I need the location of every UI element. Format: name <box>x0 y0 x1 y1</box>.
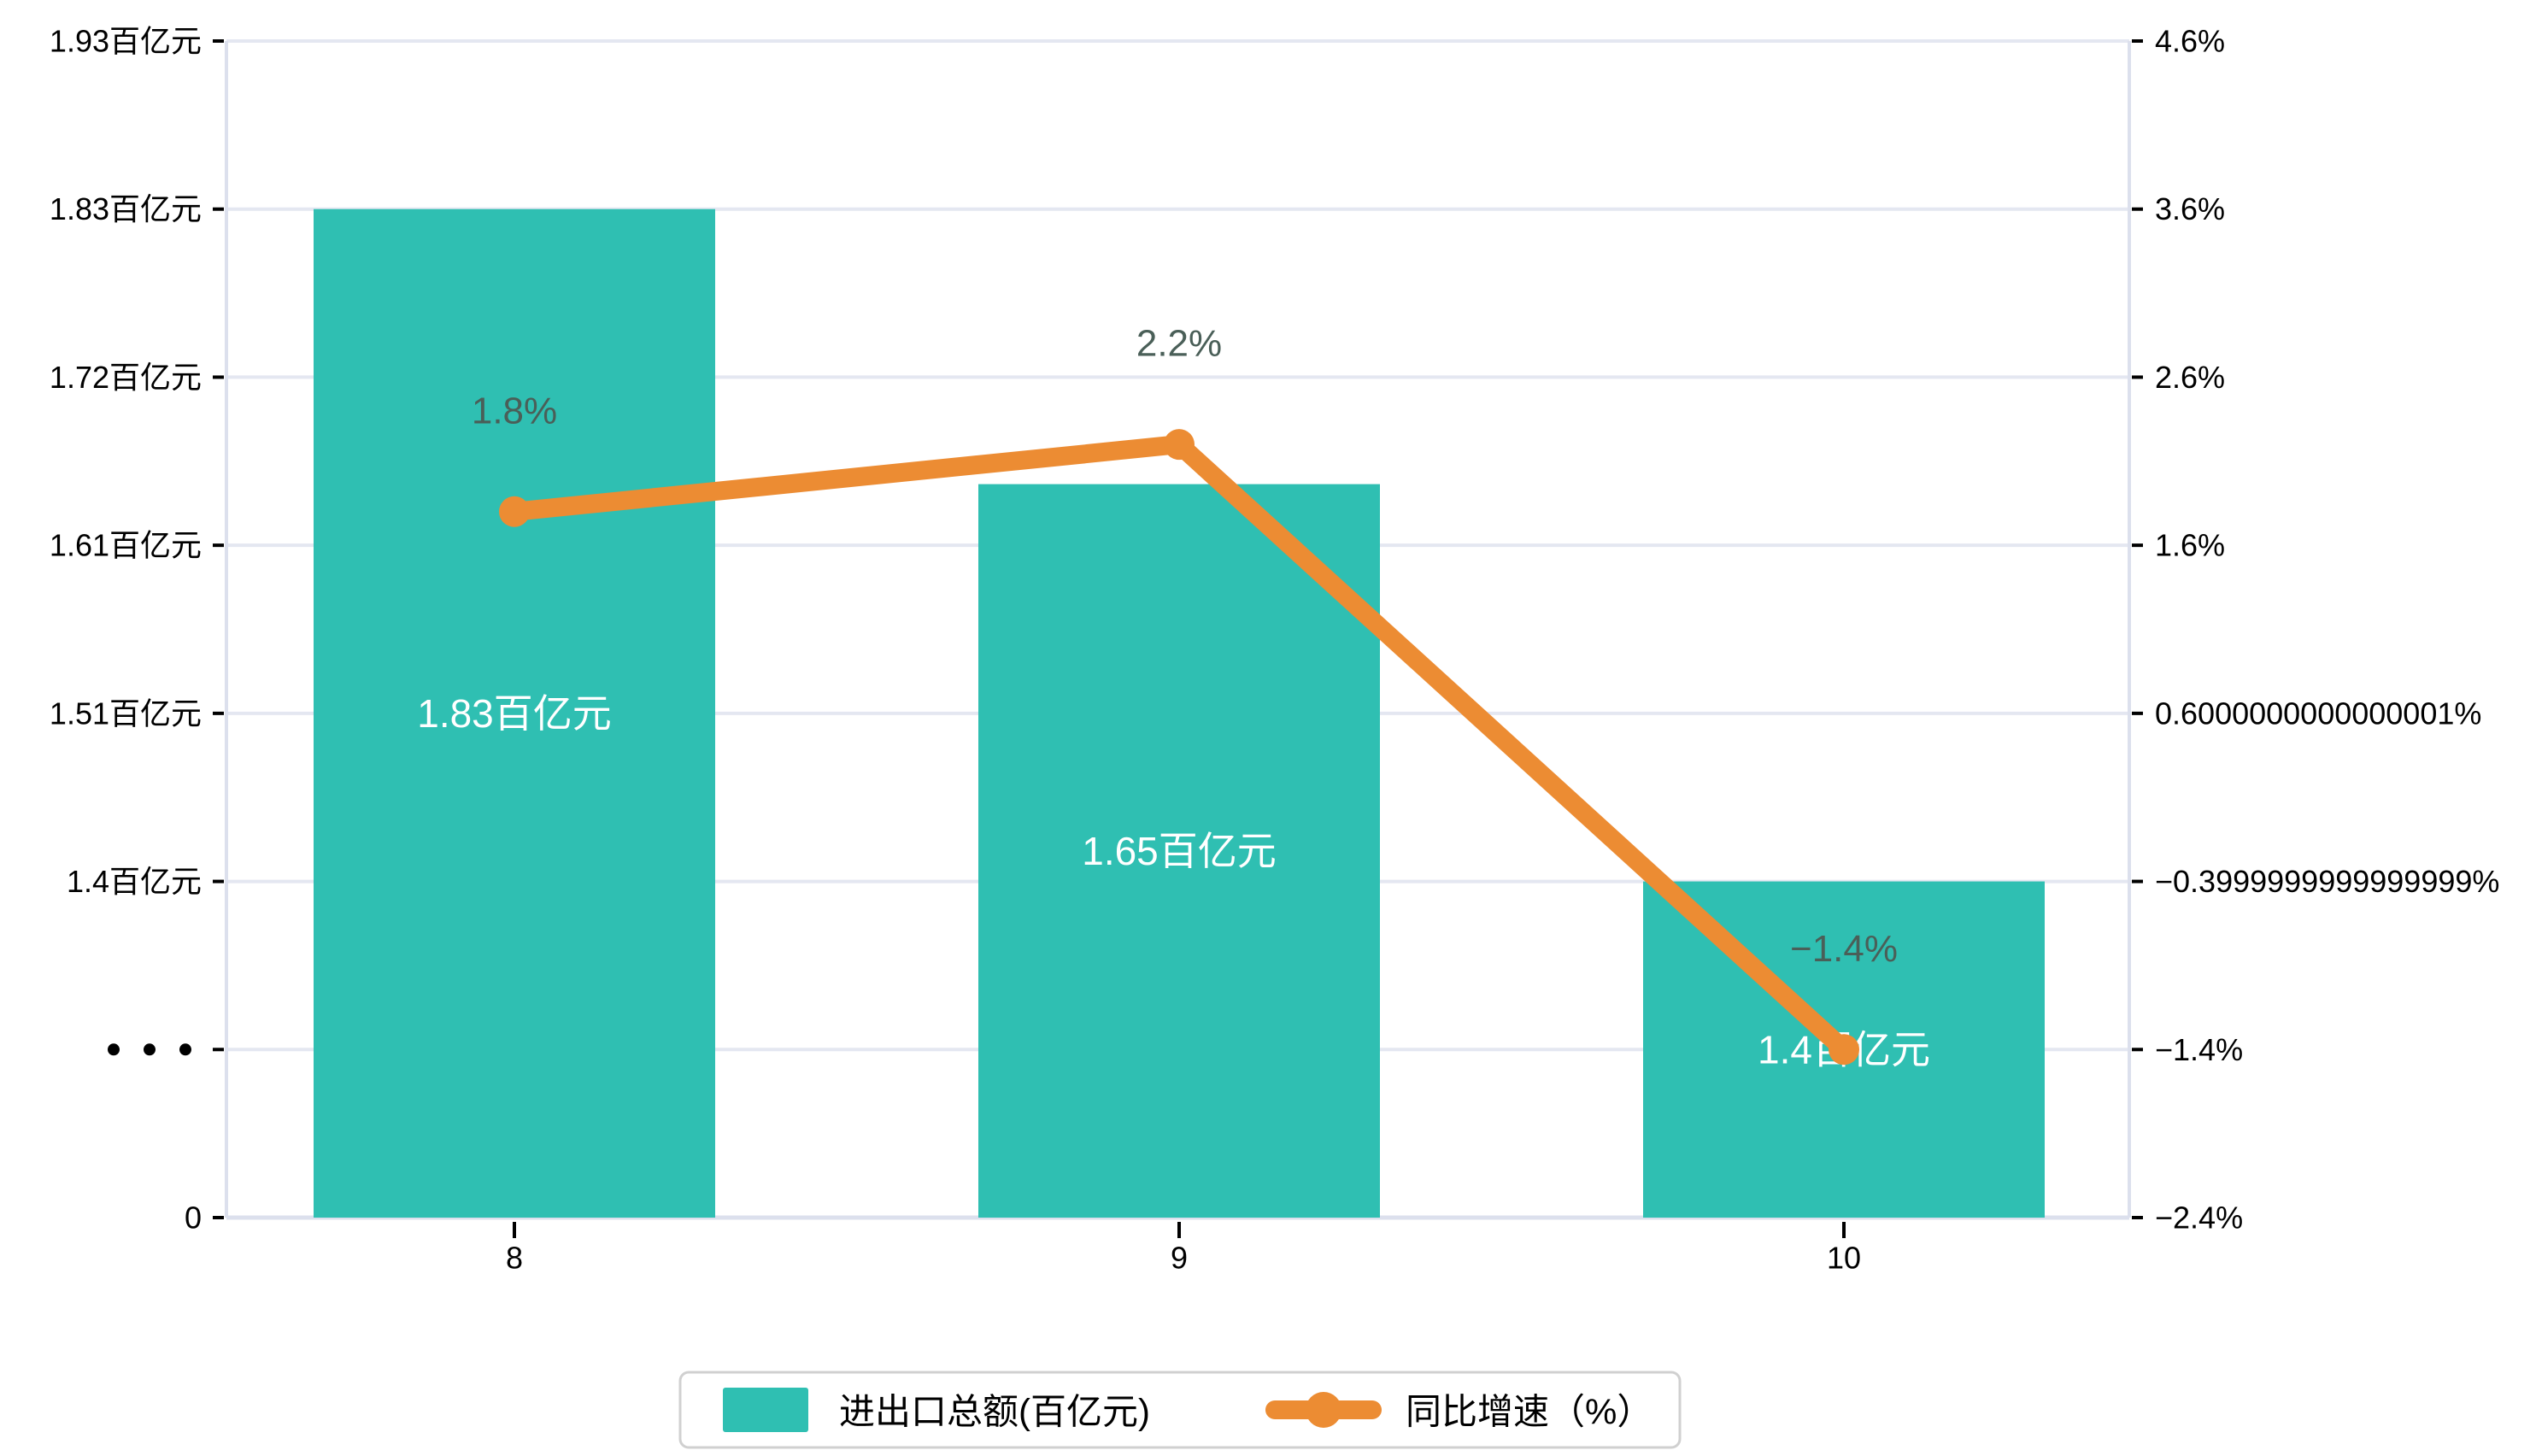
bar-month-8[interactable] <box>314 208 715 1218</box>
x-axis-tick-label: 10 <box>1827 1241 1861 1276</box>
right-axis-tick-label: −1.4% <box>2155 1032 2243 1067</box>
legend-label-line-series: 同比增速（%） <box>1406 1392 1653 1432</box>
right-axis-tick-label: 3.6% <box>2155 191 2225 226</box>
right-axis-tick-label: 2.6% <box>2155 360 2225 395</box>
legend-bar-swatch-icon <box>723 1388 808 1432</box>
x-axis-tick-label: 9 <box>1171 1241 1188 1276</box>
axis-break-dot <box>179 1043 191 1056</box>
left-axis-tick-label: 1.93百亿元 <box>50 24 202 59</box>
left-axis-tick-label: 1.61百亿元 <box>50 528 202 563</box>
line-value-label: 2.2% <box>1136 323 1222 365</box>
legend: 进出口总额(百亿元) 同比增速（%） <box>678 1371 1682 1449</box>
right-axis-tick-label: −2.4% <box>2155 1201 2243 1236</box>
line-point-month-9[interactable] <box>1164 429 1195 461</box>
bar-series <box>314 208 2045 1218</box>
axis-break-dot <box>144 1043 156 1056</box>
left-axis-tick-label: 0 <box>185 1201 202 1236</box>
bar-value-label: 1.83百亿元 <box>417 691 612 736</box>
left-axis-tick-label: 1.4百亿元 <box>67 864 202 899</box>
left-axis-tick-label: 1.72百亿元 <box>50 360 202 395</box>
legend-label-bar-series: 进出口总额(百亿元) <box>839 1392 1150 1432</box>
left-axis-tick-label: 1.51百亿元 <box>50 696 202 731</box>
axis-break-ellipsis <box>108 1043 191 1056</box>
line-point-month-8[interactable] <box>499 496 530 527</box>
left-axis-ticks <box>108 39 224 1219</box>
legend-item-bar-series[interactable]: 进出口总额(百亿元) <box>723 1388 1150 1432</box>
right-axis-tick-label: 4.6% <box>2155 24 2225 59</box>
legend-line-dot-icon <box>1306 1392 1341 1428</box>
line-point-month-10[interactable] <box>1829 1034 1859 1066</box>
legend-item-line-series[interactable]: 同比增速（%） <box>1265 1392 1653 1432</box>
right-axis-tick-label: −0.3999999999999999% <box>2155 864 2499 899</box>
axis-break-dot <box>108 1043 120 1056</box>
left-axis-tick-label: 1.83百亿元 <box>50 191 202 226</box>
line-value-label: 1.8% <box>472 390 557 432</box>
right-axis-tick-label: 0.6000000000000001% <box>2155 696 2481 731</box>
legend-box <box>678 1371 1682 1449</box>
right-axis-tick-label: 1.6% <box>2155 528 2225 563</box>
line-value-label: −1.4% <box>1790 928 1898 970</box>
bar-value-label: 1.65百亿元 <box>1082 829 1277 873</box>
right-axis-ticks <box>2132 39 2143 1219</box>
bar-month-9[interactable] <box>978 484 1380 1218</box>
x-axis-tick-label: 8 <box>506 1241 523 1276</box>
